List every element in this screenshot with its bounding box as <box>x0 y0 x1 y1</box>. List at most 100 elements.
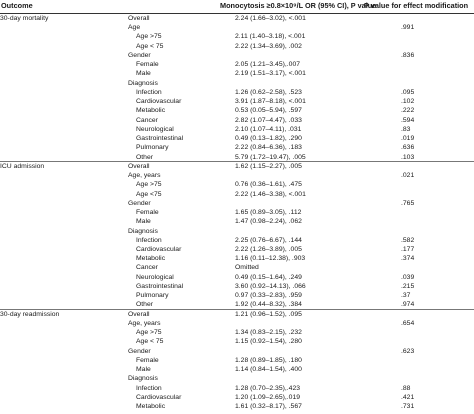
table-row: ICU admission Overall 1.62 (1.15–2.27), .0… <box>0 162 474 171</box>
or-value-cell: 1.26 (0.62–2.58), .523 <box>235 88 302 96</box>
table-row: 30-day mortality Overall 2.24 (1.66–3.02),… <box>0 14 474 23</box>
or-value-cell: 2.24 (1.66–3.02), <.001 <box>235 15 306 22</box>
table-row: Other 1.92 (0.44–8.32), .384 .974 <box>0 300 474 309</box>
table-row: Other 5.79 (1.72–19.47), .005 .103 <box>0 153 474 162</box>
variable-cell: Age < 75 <box>136 338 164 346</box>
p-value-cell: .582 <box>401 236 415 244</box>
or-value-cell: 2.22 (0.84–6.36), .183 <box>235 144 302 152</box>
or-value-cell: 1.61 (0.32–8.17), .567 <box>235 403 302 411</box>
table-row: Age, years .021 <box>0 171 474 180</box>
variable-cell: Pulmonary <box>136 144 169 152</box>
variable-cell: Diagnosis <box>128 375 158 383</box>
variable-cell: Gender <box>128 51 151 59</box>
table-row: Cardiovascular 1.20 (1.09–2.65),.019 .421 <box>0 393 474 402</box>
or-value-cell: 1.92 (0.44–8.32), .384 <box>235 301 302 309</box>
or-value-cell: 1.47 (0.98–2.24), .062 <box>235 218 302 226</box>
table-row: Cardiovascular 2.22 (1.26–3.89), .005 .177 <box>0 245 474 254</box>
table-row: Neurological 2.10 (1.07–4.11), .031 .83 <box>0 125 474 134</box>
variable-cell: Age >75 <box>136 33 162 41</box>
or-value-cell: 3.91 (1.87–8.18), <.001 <box>235 98 306 106</box>
variable-cell: Age <75 <box>136 190 162 198</box>
variable-cell: Male <box>136 366 151 374</box>
p-value-cell: .37 <box>401 292 411 300</box>
variable-cell: Overall <box>128 162 150 170</box>
table-row: Age < 75 1.15 (0.92–1.54), .280 <box>0 337 474 346</box>
table-row: 30-day readmission Overall 1.21 (0.96–1.52… <box>0 310 474 319</box>
variable-cell: Overall <box>128 310 150 318</box>
table-row: Gender .765 <box>0 199 474 208</box>
variable-cell: Infection <box>136 236 162 244</box>
p-value-cell: .019 <box>401 135 415 143</box>
table-row: Infection 1.28 (0.70–2.35),.423 .88 <box>0 384 474 393</box>
variable-cell: Overall <box>128 15 150 22</box>
table-row: Age < 75 2.22 (1.34–3.69), .002 <box>0 42 474 51</box>
or-value-cell: 2.22 (1.26–3.89), .005 <box>235 246 302 253</box>
p-value-cell: .623 <box>401 347 415 355</box>
variable-cell: Age, years <box>128 172 161 180</box>
p-value-cell: .654 <box>401 319 415 327</box>
table-row: Age >75 0.76 (0.36–1.61), .475 <box>0 180 474 189</box>
table-row: Metabolic 1.61 (0.32–8.17), .567 .731 <box>0 402 474 411</box>
variable-cell: Infection <box>136 384 162 392</box>
variable-cell: Infection <box>136 88 162 96</box>
table-row: Infection 2.25 (0.76–6.67), .144 .582 <box>0 236 474 245</box>
table-row: Age <75 2.22 (1.46–3.38), <.001 <box>0 190 474 199</box>
table-row: Metabolic 0.53 (0.05–5.94), .597 .222 <box>0 106 474 115</box>
table-row: Cardiovascular 3.91 (1.87–8.18), <.001 .10… <box>0 97 474 106</box>
table-row: Infection 1.26 (0.62–2.58), .523 .095 <box>0 88 474 97</box>
p-value-cell: .215 <box>401 282 415 290</box>
or-value-cell: 0.49 (0.13–1.82), .290 <box>235 135 302 143</box>
p-value-cell: .095 <box>401 88 415 96</box>
table-row: Male 1.14 (0.84–1.54), .400 <box>0 365 474 374</box>
p-value-cell: .88 <box>401 384 411 392</box>
p-value-cell: .421 <box>401 393 415 401</box>
variable-cell: Diagnosis <box>128 227 158 235</box>
variable-cell: Male <box>136 218 151 226</box>
table-row: Gastrointestinal 0.49 (0.13–1.82), .290 .0… <box>0 134 474 143</box>
variable-cell: Female <box>136 209 159 217</box>
p-value-cell: .991 <box>401 24 415 32</box>
or-value-cell: 2.25 (0.76–6.67), .144 <box>235 236 302 244</box>
variable-cell: Gender <box>128 199 151 207</box>
p-value-cell: .594 <box>401 116 415 124</box>
or-value-cell: 1.14 (0.84–1.54), .400 <box>235 366 302 374</box>
p-value-cell: .636 <box>401 144 415 152</box>
p-value-cell: .039 <box>401 273 415 281</box>
variable-cell: Metabolic <box>136 403 166 411</box>
or-value-cell: 2.22 (1.34–3.69), .002 <box>235 42 302 50</box>
table-row: Female 1.28 (0.89–1.85), .180 <box>0 356 474 365</box>
or-value-cell: 1.15 (0.92–1.54), .280 <box>235 338 302 346</box>
p-value-cell: .222 <box>401 107 415 115</box>
table-row: Age .991 <box>0 23 474 32</box>
p-value-cell: .83 <box>401 125 411 133</box>
outcome-cell: 30-day readmission <box>0 310 60 318</box>
variable-cell: Gastrointestinal <box>136 282 184 290</box>
table-row: Male 2.19 (1.51–3.17), <.001 <box>0 69 474 78</box>
outcome-cell: ICU admission <box>0 162 45 170</box>
variable-cell: Cardiovascular <box>136 246 182 253</box>
table-row: Cancer 2.82 (1.07–4.47), .033 .594 <box>0 116 474 125</box>
variable-cell: Female <box>136 356 159 364</box>
or-value-cell: 1.20 (1.09–2.65),.019 <box>235 393 300 401</box>
variable-cell: Other <box>136 301 153 309</box>
header-p-effect: P value for effect modification <box>364 1 469 10</box>
or-value-cell: 0.53 (0.05–5.94), .597 <box>235 107 302 115</box>
table-row: Age, years .654 <box>0 319 474 328</box>
table-row: Age >75 2.11 (1.40–3.18), <.001 <box>0 32 474 41</box>
header-rule <box>0 13 474 14</box>
variable-cell: Pulmonary <box>136 292 169 300</box>
or-value-cell: 2.05 (1.21–3.45),.007 <box>235 61 300 69</box>
p-value-cell: .103 <box>401 153 415 161</box>
p-value-cell: .177 <box>401 246 415 253</box>
p-value-cell: .374 <box>401 255 415 263</box>
variable-cell: Other <box>136 153 153 161</box>
variable-cell: Female <box>136 61 159 69</box>
or-value-cell: 1.21 (0.96–1.52), .095 <box>235 310 302 318</box>
or-value-cell: Omitted <box>235 264 259 272</box>
p-value-cell: .731 <box>401 403 415 411</box>
p-value-cell: .765 <box>401 199 415 207</box>
p-value-cell: .836 <box>401 51 415 59</box>
table-row: Gender .623 <box>0 347 474 356</box>
or-value-cell: 0.49 (0.15–1.64), .249 <box>235 273 302 281</box>
variable-cell: Male <box>136 70 151 78</box>
